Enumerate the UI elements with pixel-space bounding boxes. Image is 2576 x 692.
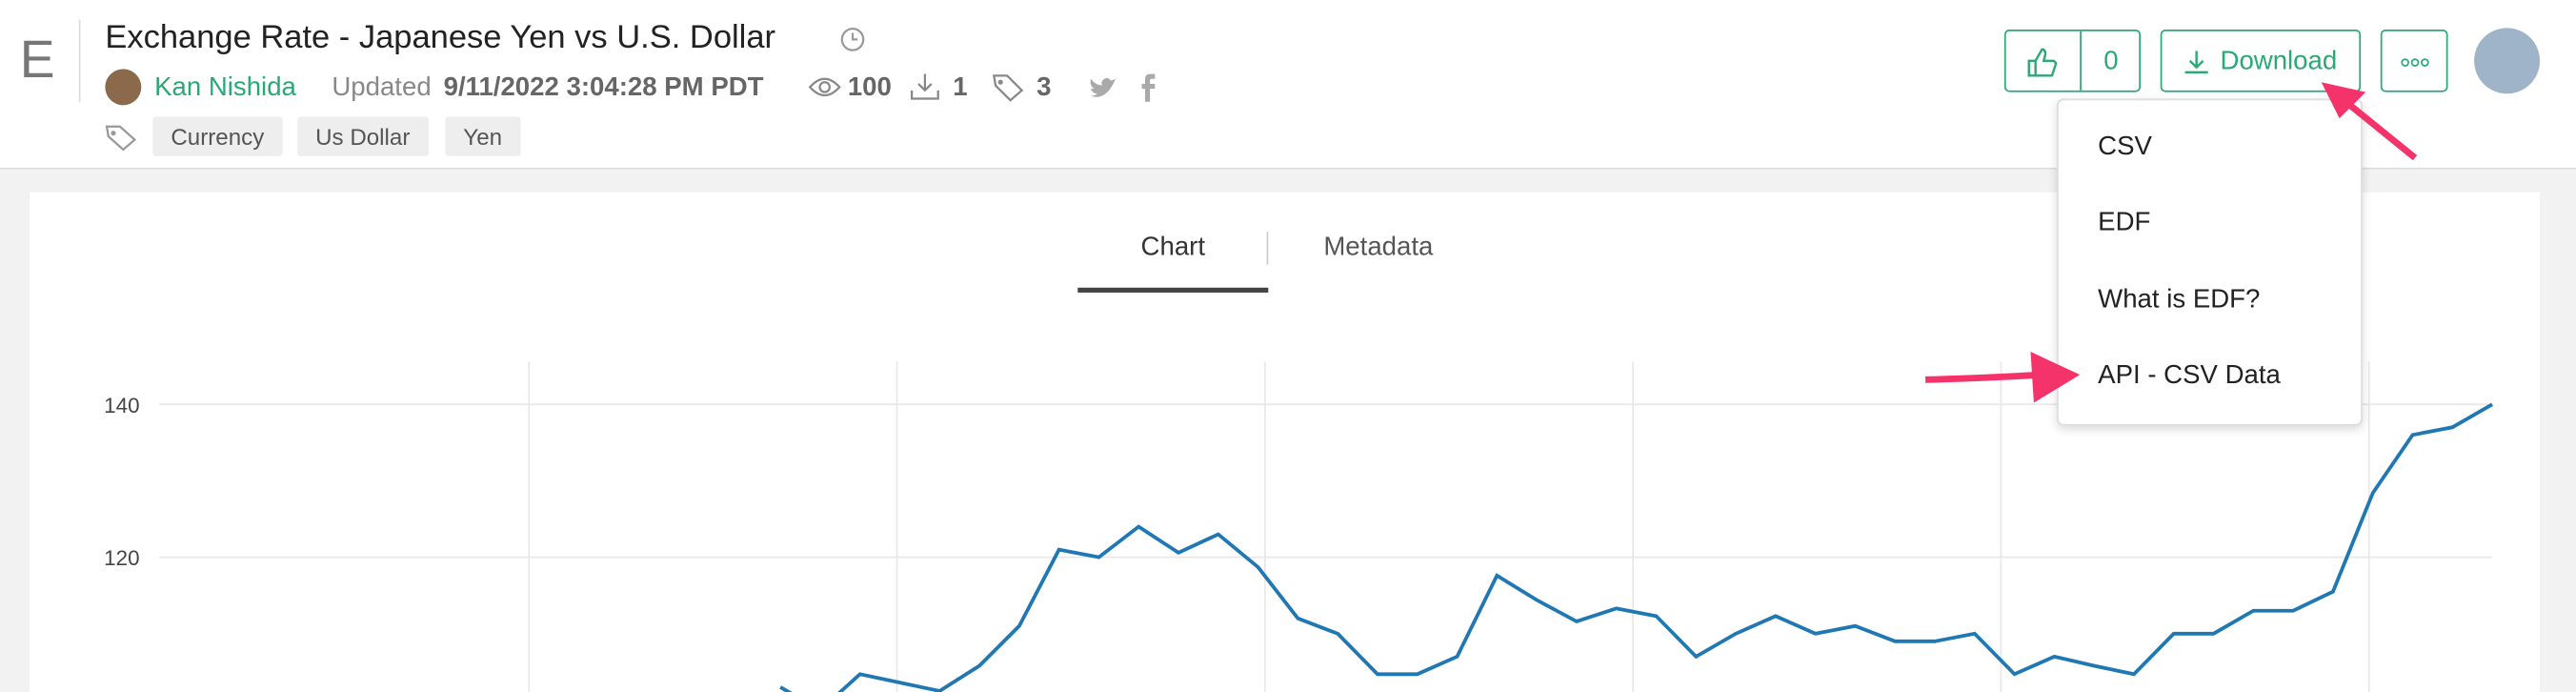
tab-divider [1266,232,1269,265]
updated: 9/11/2022 3:04:28 PM PDT [443,73,764,102]
y-tick-label: 120 [104,546,139,570]
tab-underline [1077,287,1269,293]
tab[interactable]: Metadata [1323,233,1434,262]
vertical-grid [528,361,2370,692]
arrow-head [2030,352,2081,403]
divider [2080,31,2082,91]
twitter-icon[interactable] [1088,75,1117,100]
arrow-head [2321,82,2366,119]
tab[interactable]: Chart [1140,233,1206,262]
menu-item[interactable]: API - CSV Data [2098,361,2281,390]
views-icon [808,77,841,97]
author-avatar[interactable] [105,69,142,106]
download-button[interactable]: Download [2160,30,2362,92]
views: 100 [847,73,892,102]
likes: 0 [2103,48,2119,76]
thumb-icon [2027,48,2058,77]
downloads: 1 [953,73,968,102]
divider [78,19,81,102]
logo[interactable]: E [19,30,55,90]
arrow [2344,99,2418,161]
menu-item[interactable]: EDF [2098,209,2151,237]
tag[interactable]: Us Dollar [297,116,429,156]
more-button[interactable] [2380,30,2448,92]
tag[interactable]: Yen [445,116,521,156]
title: Exchange Rate - Japanese Yen vs U.S. Dol… [105,19,776,56]
arrow [1925,371,2042,383]
tag[interactable]: Currency [152,116,283,156]
author[interactable]: Kan Nishida [154,73,296,102]
facebook-icon[interactable] [1140,72,1157,102]
clock-icon[interactable] [839,27,866,53]
updated-label: Updated [332,73,432,102]
tag-count: 3 [1036,73,1052,102]
tags-icon [992,74,1024,102]
like-button[interactable]: 0 [2003,30,2142,92]
menu-item[interactable]: CSV [2098,132,2152,162]
more-icon [2401,58,2429,67]
download-icon [2184,51,2208,74]
download-label: Download [2220,48,2338,76]
y-tick-label: 140 [104,394,139,417]
user-avatar[interactable] [2474,28,2541,94]
line [779,402,2493,692]
tag-icon [105,125,137,152]
download-menu: CSV EDF What is EDF? API - CSV Data [2057,98,2363,426]
downloads-icon [910,73,939,100]
menu-item[interactable]: What is EDF? [2098,285,2261,314]
